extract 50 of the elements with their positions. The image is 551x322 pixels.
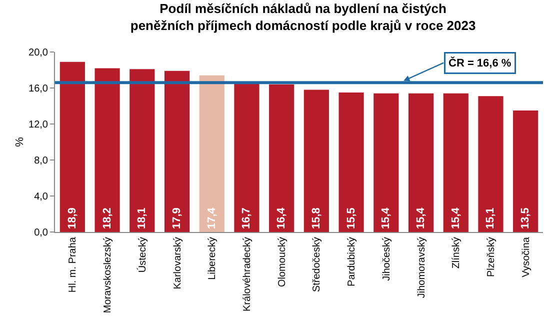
y-tick-label: 0,0 xyxy=(34,228,48,238)
bar xyxy=(60,62,85,232)
chart-title: Podíl měsíčních nákladů na bydlení na čistých peněžních příjmech domácností podle krajů v roce 2023 xyxy=(130,0,476,33)
x-tick-label: Středočeský xyxy=(312,237,323,292)
bar xyxy=(164,70,190,232)
x-tick-label: Moravskoslezský xyxy=(102,237,114,314)
y-tick-label: 20,0 xyxy=(28,48,48,58)
data-label: 15,4 xyxy=(450,206,462,229)
data-label: 18,1 xyxy=(136,208,148,229)
data-label: 17,4 xyxy=(206,206,218,229)
x-tick-label: Královéhradecký xyxy=(242,237,253,312)
data-label: 18,2 xyxy=(101,208,114,229)
x-tick-label: Jihočeský xyxy=(381,237,392,281)
x-tick-label: Plzeňský xyxy=(486,237,497,278)
x-tick-label: Vysočina xyxy=(520,236,532,278)
bar xyxy=(338,92,364,232)
bar xyxy=(408,93,434,232)
data-label: 16,7 xyxy=(240,208,253,229)
data-label: 15,1 xyxy=(484,208,497,229)
data-label: 17,9 xyxy=(171,208,183,229)
y-tick-label: 12,0 xyxy=(28,120,48,130)
y-axis-title: % xyxy=(14,136,26,147)
x-tick-label: Karlovarský xyxy=(172,237,184,290)
bar xyxy=(443,93,468,232)
data-label: 16,4 xyxy=(276,206,288,229)
x-tick-label: Zlínský xyxy=(451,237,462,269)
data-label: 15,4 xyxy=(415,206,427,229)
bar xyxy=(130,69,155,232)
data-label: 15,5 xyxy=(345,208,358,229)
x-tick-label: Jihomoravský xyxy=(416,237,428,298)
y-tick-label: 4,0 xyxy=(34,192,48,202)
y-tick-label: 16,0 xyxy=(28,84,48,94)
bar xyxy=(269,84,294,232)
data-label: 15,4 xyxy=(380,206,392,229)
bar xyxy=(199,75,224,232)
x-tick-label: Ústecký xyxy=(136,237,148,273)
data-label: 15,8 xyxy=(310,208,322,229)
x-tick-label: Liberecký xyxy=(207,237,218,280)
x-tick-label: Pardubický xyxy=(346,237,358,286)
x-tick-label: Olomoucký xyxy=(276,237,288,288)
data-label: 18,9 xyxy=(66,208,78,229)
x-tick-label: Hl. m. Praha xyxy=(68,236,79,293)
bar xyxy=(304,90,329,232)
bar xyxy=(94,68,120,232)
bar xyxy=(478,96,504,232)
ref-line-label: ČR = 16,6 % xyxy=(448,56,512,70)
bar xyxy=(374,93,399,232)
y-tick-label: 8,0 xyxy=(34,156,48,166)
data-label: 13,5 xyxy=(520,208,532,229)
bar xyxy=(513,110,538,232)
